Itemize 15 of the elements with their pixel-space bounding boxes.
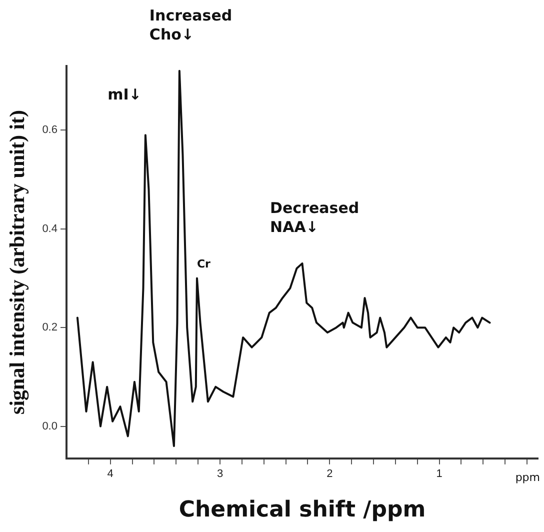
- y-tick-label: 0.2: [42, 322, 58, 334]
- x-tick-label: 1: [436, 468, 442, 480]
- x-tick-label: 2: [326, 468, 333, 480]
- x-tick-label: 3: [216, 468, 224, 480]
- annotation: Decreased NAA↓: [270, 198, 360, 236]
- annotation: mI↓: [108, 85, 142, 104]
- y-tick-label: 0.6: [42, 124, 58, 136]
- y-tick-label: 0.0: [42, 420, 58, 432]
- annotation: Increased Cho↓: [149, 6, 232, 44]
- text: ppm: [515, 470, 540, 484]
- annotation: Cr: [196, 258, 212, 271]
- x-tick-label: 4: [107, 468, 114, 480]
- x-axis-title: Chemical shift /ppm: [178, 498, 426, 523]
- y-axis-title: signal intensity (arbitrary unit) it): [5, 110, 30, 414]
- y-tick-label: 0.4: [42, 222, 58, 235]
